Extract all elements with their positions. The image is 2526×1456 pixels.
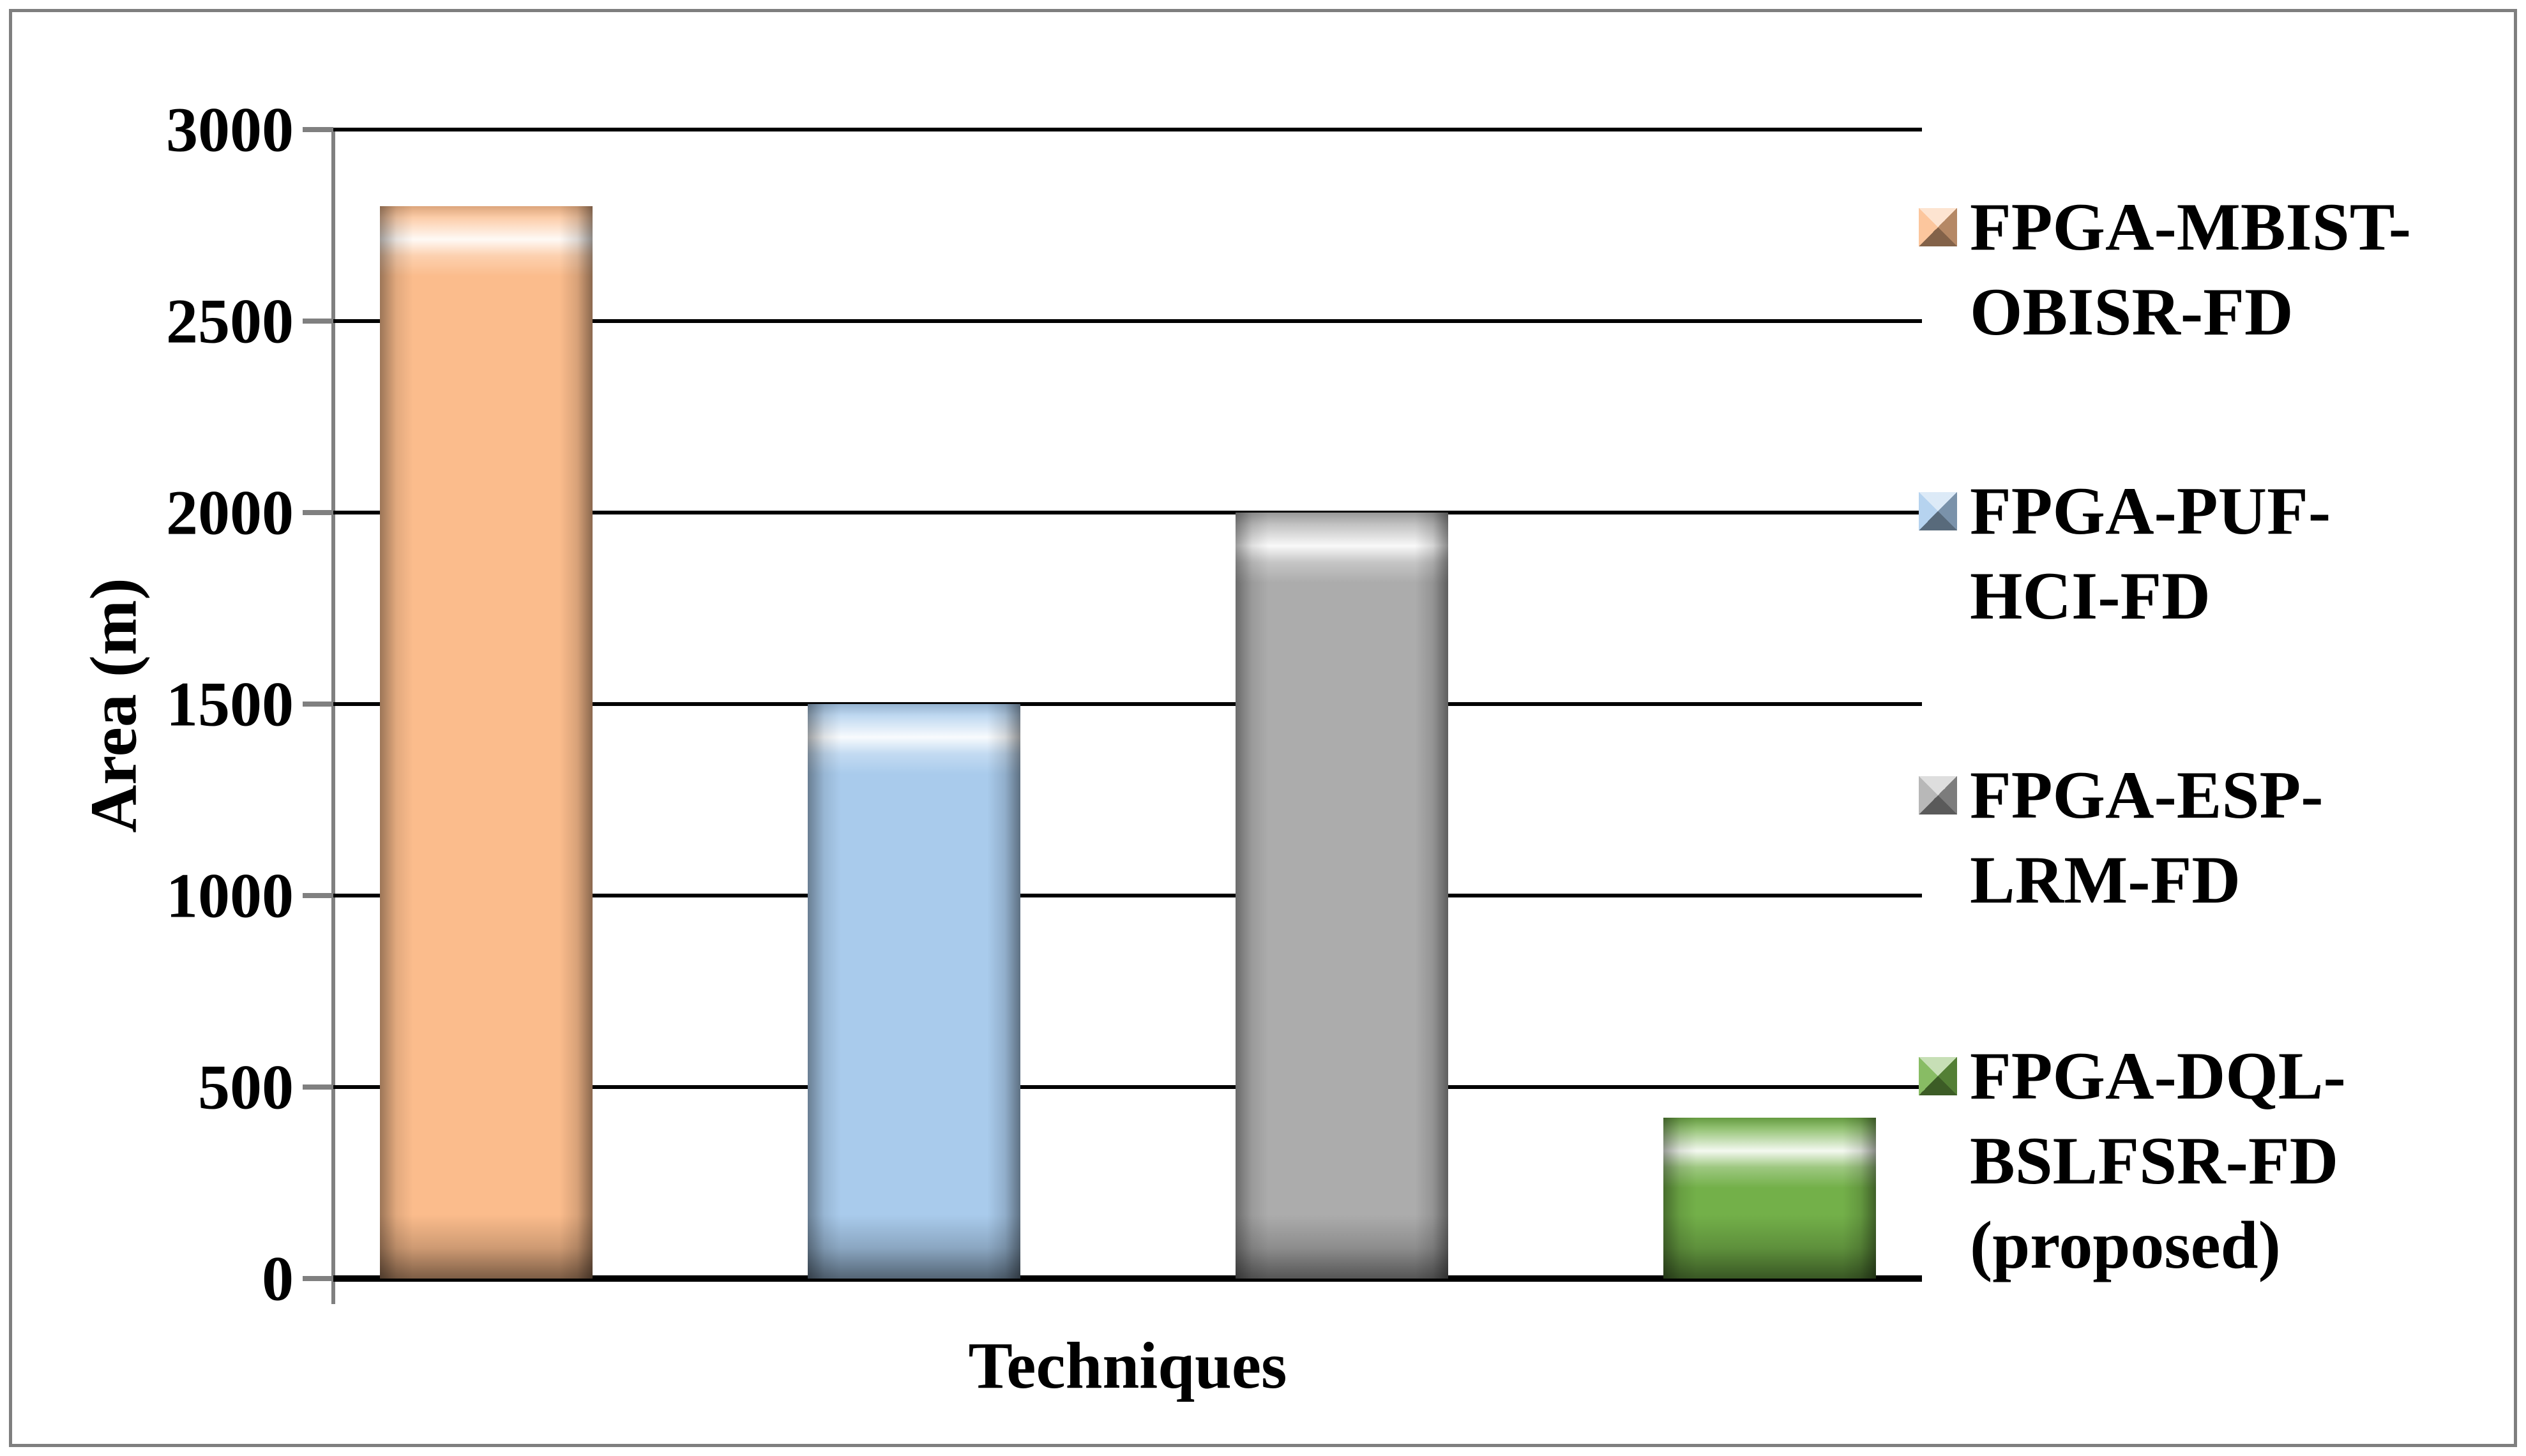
bar-fpga-mbist-obisr-fd [380,206,593,1279]
chart-outer-border [9,9,2517,1447]
x-axis-line [333,1275,1922,1282]
y-axis-tick [303,510,333,515]
y-axis-line [331,130,335,1304]
y-axis-tick [303,893,333,898]
y-tick-label: 3000 [166,94,294,165]
legend-marker-icon [1919,208,1957,246]
y-gridline [333,319,1922,323]
legend-marker-icon [1919,1057,1957,1095]
y-axis-title: Area (m) [77,578,151,833]
y-tick-label: 2000 [166,477,294,548]
y-gridline [333,894,1922,897]
y-gridline [333,511,1922,514]
y-tick-label: 1500 [166,668,294,740]
y-gridline [333,128,1922,131]
y-axis-tick [303,319,333,324]
y-axis-tick [303,1276,333,1281]
legend-label: FPGA-DQL-BSLFSR-FD (proposed) [1970,1039,2346,1282]
bar-fpga-dql-bslfsr-fd-proposed [1663,1118,1876,1279]
legend-marker-icon [1919,776,1957,814]
y-tick-label: 500 [198,1051,294,1123]
legend-marker-icon [1919,492,1957,530]
y-gridline [333,702,1922,706]
y-tick-label: 2500 [166,285,294,357]
y-tick-label: 1000 [166,860,294,931]
bar-fpga-esp-lrm-fd [1236,513,1448,1279]
bar-fpga-puf-hci-fd [808,704,1020,1279]
y-tick-label: 0 [262,1243,294,1314]
legend-label: FPGA-ESP-LRM-FD [1970,758,2324,917]
y-axis-tick [303,127,333,132]
y-axis-tick [303,1084,333,1090]
y-gridline [333,1085,1922,1089]
legend-label: FPGA-MBIST-OBISR-FD [1970,190,2412,349]
y-axis-tick [303,702,333,707]
legend-label: FPGA-PUF-HCI-FD [1970,474,2331,633]
x-axis-title: Techniques [968,1329,1287,1402]
